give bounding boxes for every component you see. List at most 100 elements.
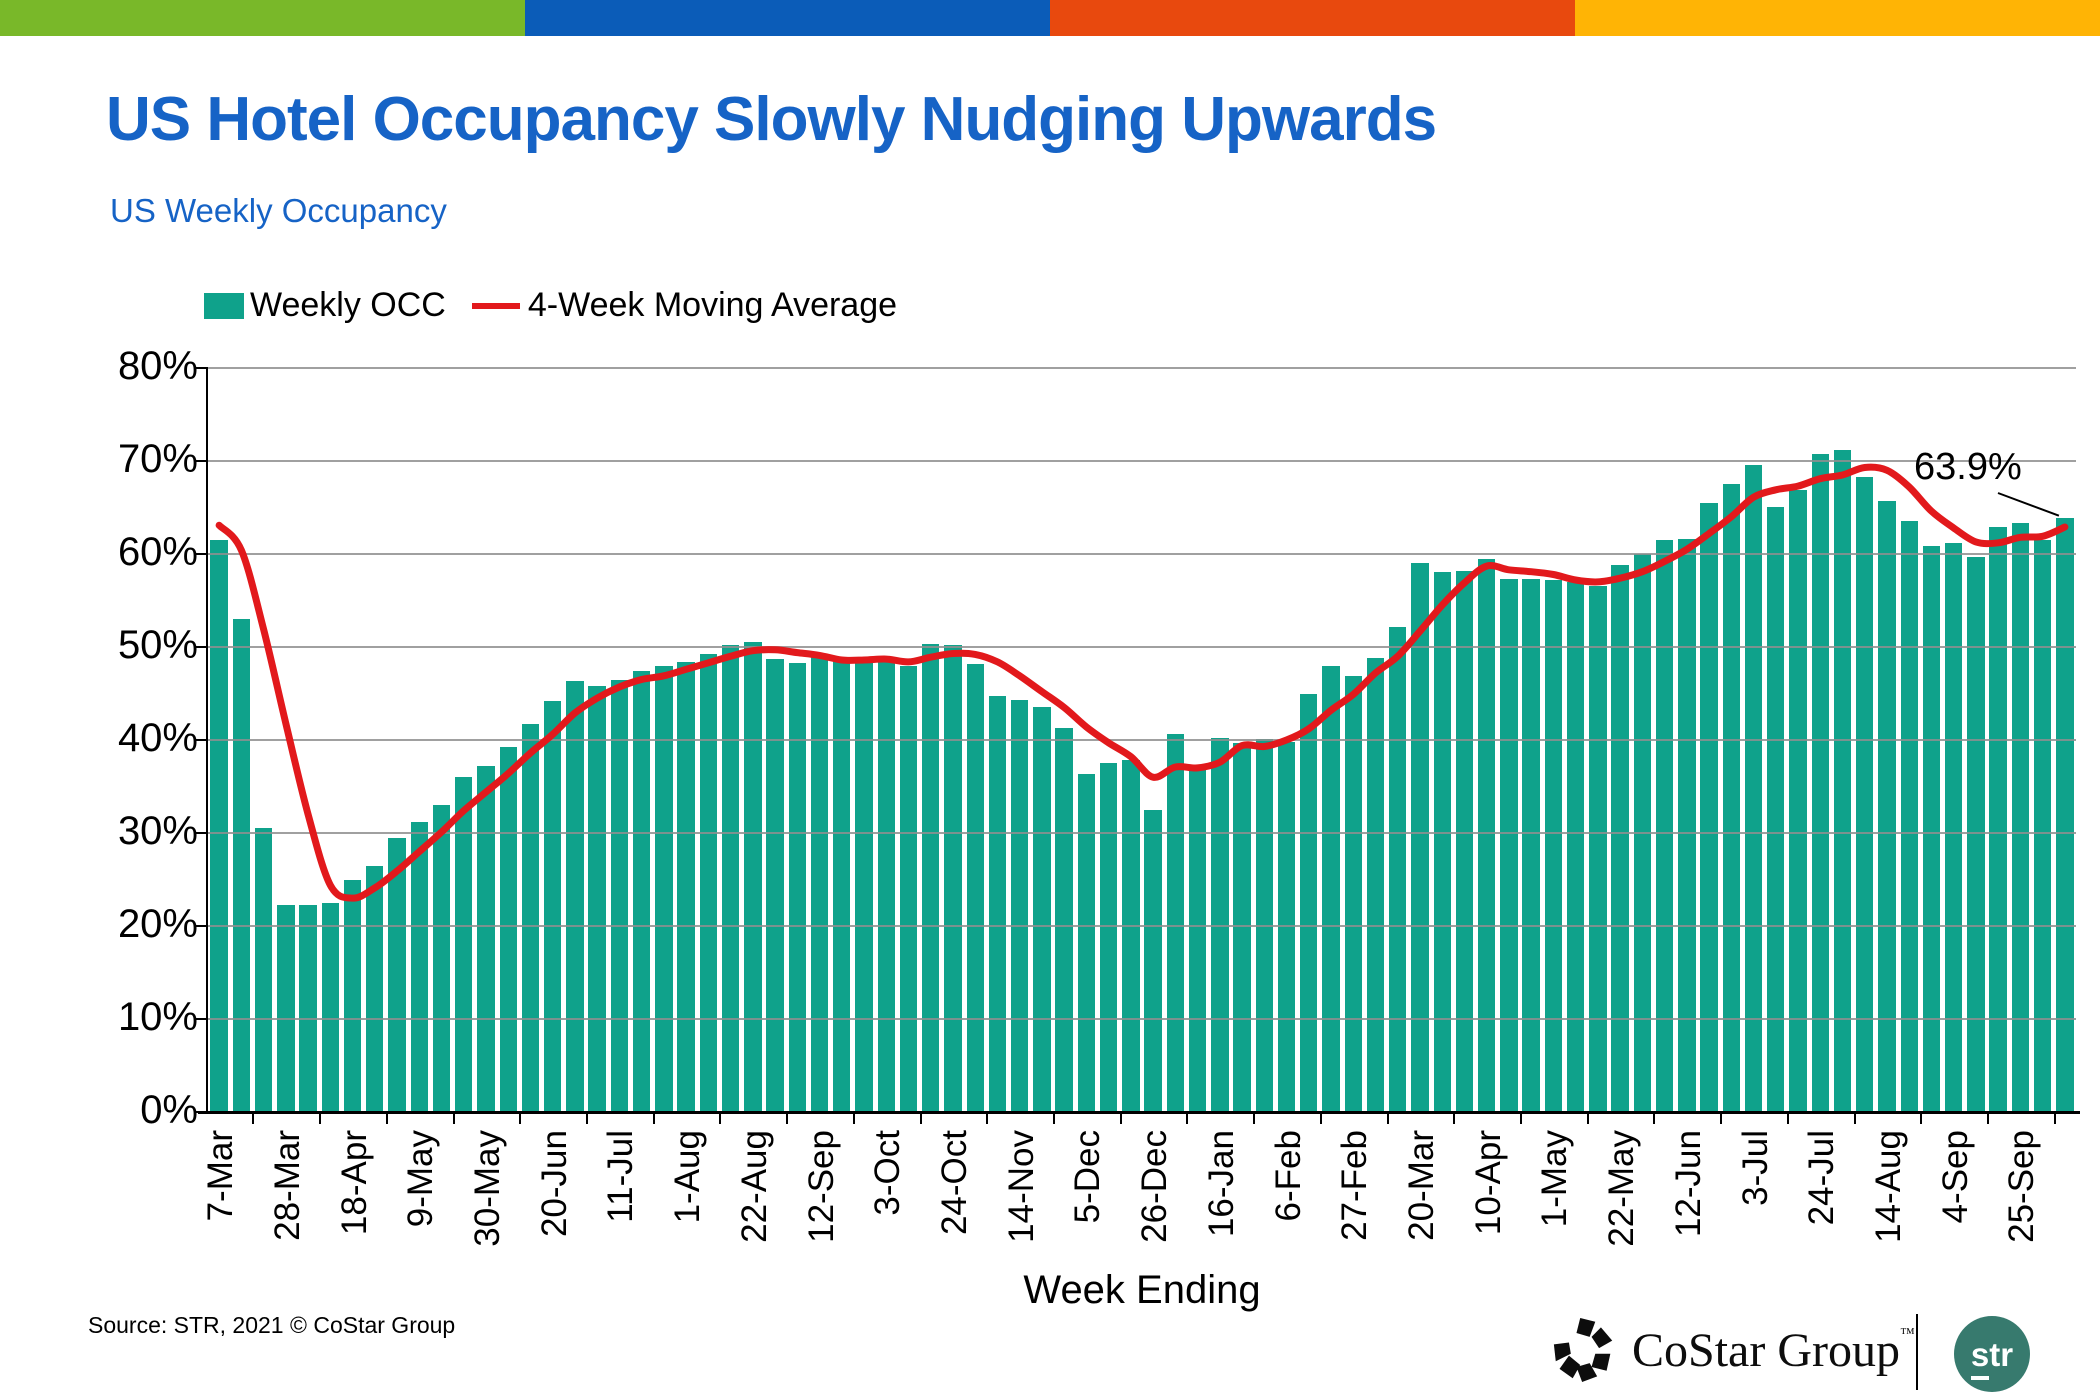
y-tick-30% (196, 832, 208, 834)
bar-week-36 (1011, 700, 1029, 1112)
bar-week-59 (1522, 579, 1540, 1112)
x-axis-label-6-Feb: 6-Feb (1268, 1130, 1308, 1222)
x-tick-10-Apr (1520, 1112, 1523, 1124)
bar-week-75 (1878, 501, 1896, 1112)
bar-week-76 (1900, 521, 1918, 1112)
bar-week-30 (877, 660, 895, 1112)
costar-star-icon (1553, 1318, 1613, 1382)
bar-week-26 (788, 662, 806, 1112)
bar-week-25 (766, 659, 784, 1112)
x-axis-label-20-Mar: 20-Mar (1401, 1130, 1441, 1241)
y-axis-label-70%: 70% (117, 437, 198, 481)
bar-week-50 (1322, 665, 1340, 1112)
x-axis-label-16-Jan: 16-Jan (1201, 1130, 1241, 1238)
x-axis-title: Week Ending (1023, 1268, 1261, 1312)
x-tick-26-Dec (1186, 1112, 1189, 1124)
bar-week-7 (366, 865, 384, 1112)
bar-week-41 (1122, 760, 1140, 1112)
y-axis-label-60%: 60% (117, 530, 198, 574)
bar-week-33 (944, 645, 962, 1112)
last-value-annotation: 63.9% (1914, 446, 2022, 488)
x-tick-22-May (1653, 1112, 1656, 1124)
bar-week-38 (1055, 727, 1073, 1112)
bar-week-66 (1678, 539, 1696, 1112)
x-tick-16-Jan (1253, 1112, 1256, 1124)
bar-week-72 (1811, 453, 1829, 1112)
gridline-50% (208, 646, 2076, 648)
bar-week-44 (1188, 767, 1207, 1112)
x-tick-18-Apr (385, 1112, 388, 1124)
gridline-70% (208, 460, 2076, 462)
bar-week-37 (1033, 707, 1051, 1112)
bar-week-39 (1077, 774, 1096, 1112)
bar-week-43 (1166, 733, 1185, 1112)
bar-week-14 (521, 724, 540, 1112)
x-axis-label-10-Apr: 10-Apr (1468, 1130, 1508, 1236)
bar-week-70 (1767, 506, 1785, 1112)
x-axis-label-28-Mar: 28-Mar (267, 1130, 307, 1241)
bar-week-6 (343, 880, 362, 1112)
y-axis-label-50%: 50% (117, 623, 198, 667)
legend-label-weekly-occ: Weekly OCC (250, 286, 446, 324)
x-axis-label-14-Nov: 14-Nov (1001, 1130, 1041, 1243)
x-tick-24-Oct (986, 1112, 989, 1124)
bar-week-22 (699, 654, 718, 1112)
ribbon-segment-blue (525, 0, 1050, 36)
bar-week-9 (410, 821, 428, 1112)
bar-week-2 (254, 828, 273, 1112)
bar-week-23 (721, 645, 740, 1112)
bar-week-56 (1455, 570, 1474, 1112)
bar-week-77 (1922, 545, 1941, 1112)
chart-legend: Weekly OCC 4-Week Moving Average (204, 286, 897, 325)
logo-divider (1916, 1314, 1918, 1390)
bar-week-49 (1300, 693, 1318, 1112)
bar-week-55 (1433, 571, 1451, 1112)
bar-week-17 (588, 686, 606, 1112)
y-axis-label-10%: 10% (117, 995, 198, 1039)
x-tick-28-Mar (319, 1112, 322, 1124)
x-axis-line (198, 1111, 2080, 1114)
y-axis-label-30%: 30% (117, 809, 198, 853)
bar-week-31 (899, 665, 918, 1112)
bar-week-0 (210, 540, 228, 1112)
bar-week-11 (455, 777, 473, 1112)
x-axis-label-1-Aug: 1-Aug (668, 1130, 708, 1224)
x-axis-label-7-Mar: 7-Mar (201, 1130, 241, 1222)
bar-week-40 (1099, 763, 1118, 1112)
x-axis-label-20-Jun: 20-Jun (534, 1130, 574, 1238)
y-axis-label-0%: 0% (140, 1088, 198, 1132)
x-axis-label-3-Jul: 3-Jul (1735, 1130, 1775, 1206)
bar-week-61 (1566, 581, 1585, 1112)
x-axis-label-1-May: 1-May (1535, 1130, 1575, 1228)
bar-week-69 (1744, 464, 1763, 1112)
x-axis-label-12-Sep: 12-Sep (801, 1130, 841, 1243)
top-color-ribbon (0, 0, 2100, 36)
x-tick-5-Dec (1119, 1112, 1122, 1124)
annotation-leader-line (1997, 492, 2060, 517)
x-axis-label-4-Sep: 4-Sep (1935, 1130, 1975, 1224)
ribbon-segment-yellow (1575, 0, 2100, 36)
bar-week-51 (1344, 675, 1362, 1112)
x-tick-12-Sep (852, 1112, 855, 1124)
y-tick-70% (196, 460, 208, 462)
gridline-40% (208, 739, 2076, 741)
bar-week-79 (1967, 556, 1985, 1112)
x-axis-label-24-Jul: 24-Jul (1802, 1130, 1842, 1226)
gridline-80% (208, 367, 2076, 369)
legend-line-swatch-icon (471, 302, 520, 309)
x-axis-label-11-Jul: 11-Jul (601, 1130, 641, 1223)
x-axis-label-9-May: 9-May (401, 1130, 441, 1228)
bar-week-78 (1945, 542, 1963, 1112)
bar-week-1 (232, 619, 251, 1112)
bar-week-18 (610, 679, 629, 1112)
y-axis-label-20%: 20% (117, 902, 198, 946)
x-axis-label-12-Jun: 12-Jun (1668, 1130, 1708, 1238)
y-tick-0% (196, 1111, 208, 1113)
x-tick-25-Sep (2053, 1112, 2056, 1124)
x-tick-9-May (452, 1112, 455, 1124)
x-axis-label-26-Dec: 26-Dec (1135, 1130, 1175, 1243)
bar-week-16 (566, 681, 584, 1112)
gridline-30% (208, 832, 2076, 834)
moving-average-line (215, 463, 2069, 902)
